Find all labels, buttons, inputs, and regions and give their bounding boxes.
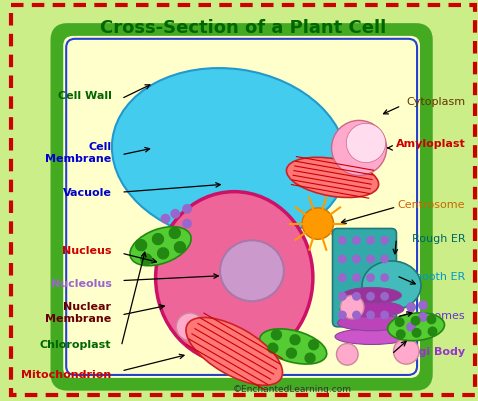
- Circle shape: [176, 313, 204, 341]
- Circle shape: [366, 311, 375, 320]
- Circle shape: [304, 352, 315, 364]
- Text: Amyloplast: Amyloplast: [395, 139, 465, 149]
- Ellipse shape: [342, 288, 402, 304]
- Ellipse shape: [335, 329, 409, 344]
- Circle shape: [366, 255, 375, 264]
- Circle shape: [169, 227, 181, 239]
- Circle shape: [338, 255, 347, 264]
- Text: Cytoplasm: Cytoplasm: [406, 97, 465, 107]
- Circle shape: [380, 255, 389, 264]
- Circle shape: [338, 292, 347, 301]
- Text: Ribosomes: Ribosomes: [404, 310, 465, 320]
- Circle shape: [352, 292, 361, 301]
- Circle shape: [170, 229, 180, 239]
- Ellipse shape: [130, 227, 191, 266]
- Ellipse shape: [156, 192, 313, 364]
- Circle shape: [267, 342, 279, 354]
- Text: Golgi Body: Golgi Body: [398, 346, 465, 356]
- Circle shape: [418, 312, 428, 322]
- Ellipse shape: [337, 315, 406, 331]
- Circle shape: [346, 124, 386, 163]
- Ellipse shape: [388, 313, 445, 341]
- Circle shape: [366, 292, 375, 301]
- Circle shape: [426, 315, 436, 324]
- Text: Smooth ER: Smooth ER: [404, 271, 465, 281]
- Circle shape: [418, 300, 428, 310]
- Circle shape: [174, 241, 186, 254]
- Circle shape: [140, 253, 152, 266]
- Circle shape: [411, 316, 421, 326]
- Ellipse shape: [186, 318, 282, 385]
- Text: Nuclear
Membrane: Nuclear Membrane: [45, 302, 111, 323]
- Text: Rough ER: Rough ER: [412, 234, 465, 244]
- Ellipse shape: [362, 261, 421, 310]
- Ellipse shape: [286, 158, 379, 198]
- Text: Centrosome: Centrosome: [398, 199, 465, 209]
- Circle shape: [380, 273, 389, 282]
- Circle shape: [412, 328, 422, 338]
- Circle shape: [338, 311, 347, 320]
- Text: ©EnchantedLearning.com: ©EnchantedLearning.com: [233, 384, 352, 393]
- FancyBboxPatch shape: [55, 29, 428, 386]
- Circle shape: [380, 236, 389, 245]
- Ellipse shape: [340, 302, 404, 317]
- Circle shape: [396, 330, 406, 339]
- Ellipse shape: [220, 241, 284, 302]
- FancyBboxPatch shape: [63, 37, 420, 378]
- Circle shape: [289, 334, 301, 346]
- Circle shape: [352, 236, 361, 245]
- Circle shape: [170, 209, 180, 219]
- Circle shape: [308, 339, 319, 350]
- Circle shape: [380, 311, 389, 320]
- Circle shape: [337, 344, 358, 365]
- Circle shape: [427, 327, 437, 336]
- Circle shape: [157, 247, 169, 260]
- Text: Cell Wall: Cell Wall: [57, 91, 111, 101]
- Circle shape: [182, 219, 192, 229]
- Circle shape: [406, 322, 416, 332]
- Circle shape: [366, 273, 375, 282]
- Circle shape: [182, 205, 192, 214]
- Circle shape: [152, 233, 164, 246]
- Text: Vacuole: Vacuole: [63, 188, 111, 198]
- Text: Mitochondrion: Mitochondrion: [21, 369, 111, 379]
- Text: Cross-Section of a Plant Cell: Cross-Section of a Plant Cell: [100, 19, 386, 37]
- Text: Nucleolus: Nucleolus: [51, 278, 111, 288]
- Circle shape: [406, 302, 416, 312]
- Circle shape: [286, 348, 297, 359]
- Ellipse shape: [112, 69, 347, 242]
- Ellipse shape: [260, 329, 326, 364]
- Text: Chloroplast: Chloroplast: [40, 340, 111, 350]
- Circle shape: [340, 296, 364, 319]
- Circle shape: [395, 318, 404, 327]
- Circle shape: [135, 239, 147, 252]
- Circle shape: [380, 292, 389, 301]
- Circle shape: [352, 311, 361, 320]
- Circle shape: [271, 329, 282, 340]
- Circle shape: [393, 339, 419, 364]
- Circle shape: [338, 236, 347, 245]
- Circle shape: [302, 209, 334, 240]
- Circle shape: [332, 121, 387, 176]
- Circle shape: [352, 273, 361, 282]
- Circle shape: [366, 236, 375, 245]
- Text: Nucleus: Nucleus: [62, 245, 111, 255]
- FancyBboxPatch shape: [333, 229, 396, 327]
- Circle shape: [161, 214, 170, 224]
- Circle shape: [338, 273, 347, 282]
- Text: Cell
Membrane: Cell Membrane: [45, 142, 111, 163]
- Circle shape: [352, 255, 361, 264]
